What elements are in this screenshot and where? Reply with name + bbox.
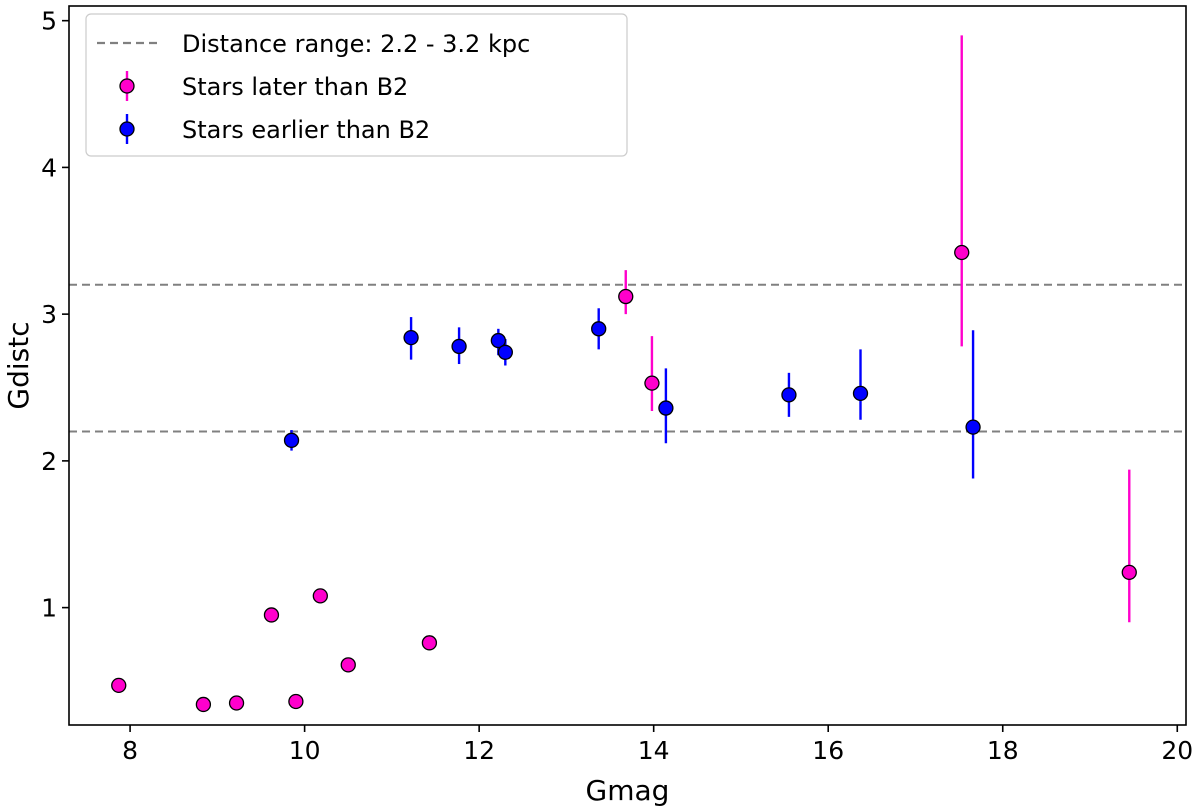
x-tick-label: 10	[289, 736, 321, 765]
x-tick-label: 18	[987, 736, 1019, 765]
y-tick-label: 3	[41, 300, 57, 329]
point-later	[195, 696, 212, 713]
x-tick-label: 20	[1161, 736, 1193, 765]
point-earlier	[283, 432, 300, 448]
legend-later-marker	[119, 78, 135, 94]
point-later	[263, 607, 280, 623]
point-later	[954, 244, 970, 261]
point-earlier	[490, 332, 506, 349]
data-points	[111, 244, 1137, 713]
point-later	[228, 695, 245, 711]
legend-label-distance-range: Distance range: 2.2 - 3.2 kpc	[182, 30, 530, 58]
x-axis-label: Gmag	[586, 774, 670, 807]
x-tick-label: 12	[463, 736, 495, 765]
point-earlier	[451, 338, 467, 355]
legend-earlier-marker	[119, 121, 135, 137]
legend: Distance range: 2.2 - 3.2 kpc Stars late…	[85, 13, 628, 157]
x-tick-label: 14	[638, 736, 670, 765]
y-tick-label: 2	[41, 447, 57, 476]
point-earlier	[781, 387, 797, 403]
reference-lines	[69, 283, 1186, 433]
point-later	[288, 693, 304, 710]
point-later	[1121, 564, 1137, 581]
legend-label-earlier-than-b2: Stars earlier than B2	[182, 116, 430, 144]
point-later	[111, 677, 127, 694]
x-tick-label: 16	[812, 736, 844, 765]
point-earlier	[965, 419, 981, 435]
point-earlier	[658, 400, 674, 416]
point-earlier	[497, 344, 513, 360]
y-tick-label: 1	[41, 594, 57, 623]
point-later	[312, 588, 328, 604]
point-earlier	[403, 329, 419, 346]
y-tick-label: 5	[41, 7, 57, 36]
legend-label-later-than-b2: Stars later than B2	[182, 73, 408, 101]
y-axis-ticks: 1 2 3 4 5	[41, 7, 69, 623]
y-axis-label: Gdistc	[2, 321, 35, 409]
point-later	[421, 635, 438, 651]
x-tick-label: 8	[122, 736, 138, 765]
legend-box	[85, 13, 628, 157]
y-tick-label: 4	[41, 153, 57, 182]
point-earlier	[591, 321, 607, 337]
point-earlier	[852, 385, 869, 402]
point-later	[618, 288, 634, 305]
point-later	[340, 657, 356, 673]
plot-frame	[68, 5, 1187, 726]
x-axis-ticks: 8 10 12 14 16 18 20	[122, 725, 1193, 765]
point-later	[644, 375, 660, 391]
